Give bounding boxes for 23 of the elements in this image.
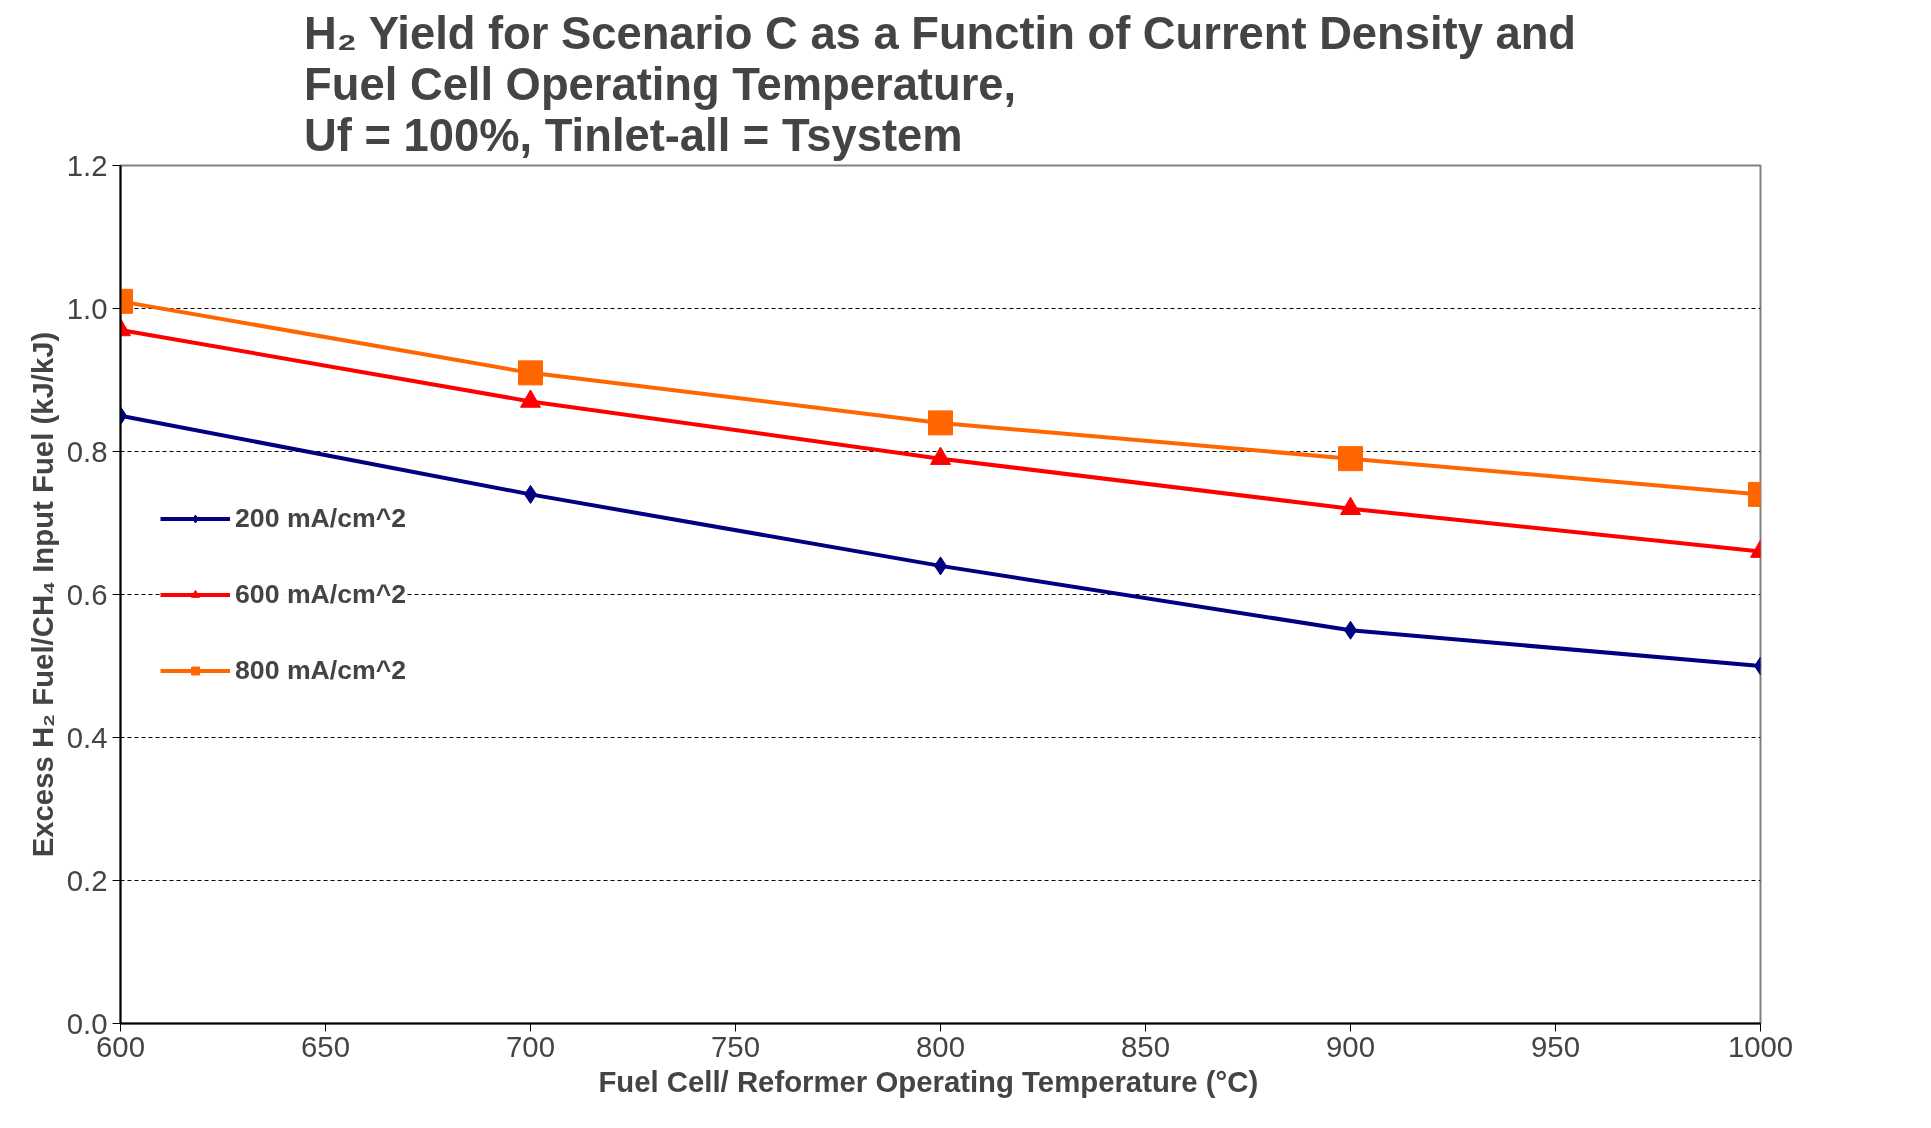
y-tick-label: 0.6 — [66, 577, 108, 611]
x-tick-label: 750 — [711, 1029, 760, 1063]
x-tick-label: 650 — [301, 1029, 350, 1063]
y-tick-label: 0.4 — [66, 720, 108, 754]
x-tick-label: 1000 — [1727, 1029, 1794, 1063]
x-tick-label: 900 — [1326, 1029, 1375, 1063]
legend-label: 600 mA/cm^2 — [235, 578, 407, 610]
y-tick-label: 1.0 — [66, 291, 108, 325]
x-tick-label: 950 — [1531, 1029, 1580, 1063]
point — [1338, 446, 1363, 472]
point — [928, 410, 953, 436]
y-axis-title: Excess H₂ Fuel/CH₄ Input Fuel (kJ/kJ) — [25, 331, 59, 858]
x-tick-label: 850 — [1121, 1029, 1170, 1063]
x-axis-title: Fuel Cell/ Reformer Operating Temperature (°C) — [598, 1064, 1259, 1098]
y-tick-label: 0.2 — [66, 863, 108, 897]
x-tick-label: 700 — [506, 1029, 555, 1063]
x-tick-label: 800 — [916, 1029, 965, 1063]
y-tick-label: 0.8 — [66, 434, 108, 468]
y-tick-label: 1.2 — [66, 148, 108, 182]
point — [518, 360, 543, 386]
legend-label: 200 mA/cm^2 — [235, 502, 407, 534]
chart-title: H₂ Yield for Scenario C as a Functin of Current Density and Fuel Cell Operating Temperature, Uf = 100%, Tinlet-all = Tsystem — [304, 7, 1577, 161]
legend-label: 800 mA/cm^2 — [235, 654, 407, 686]
